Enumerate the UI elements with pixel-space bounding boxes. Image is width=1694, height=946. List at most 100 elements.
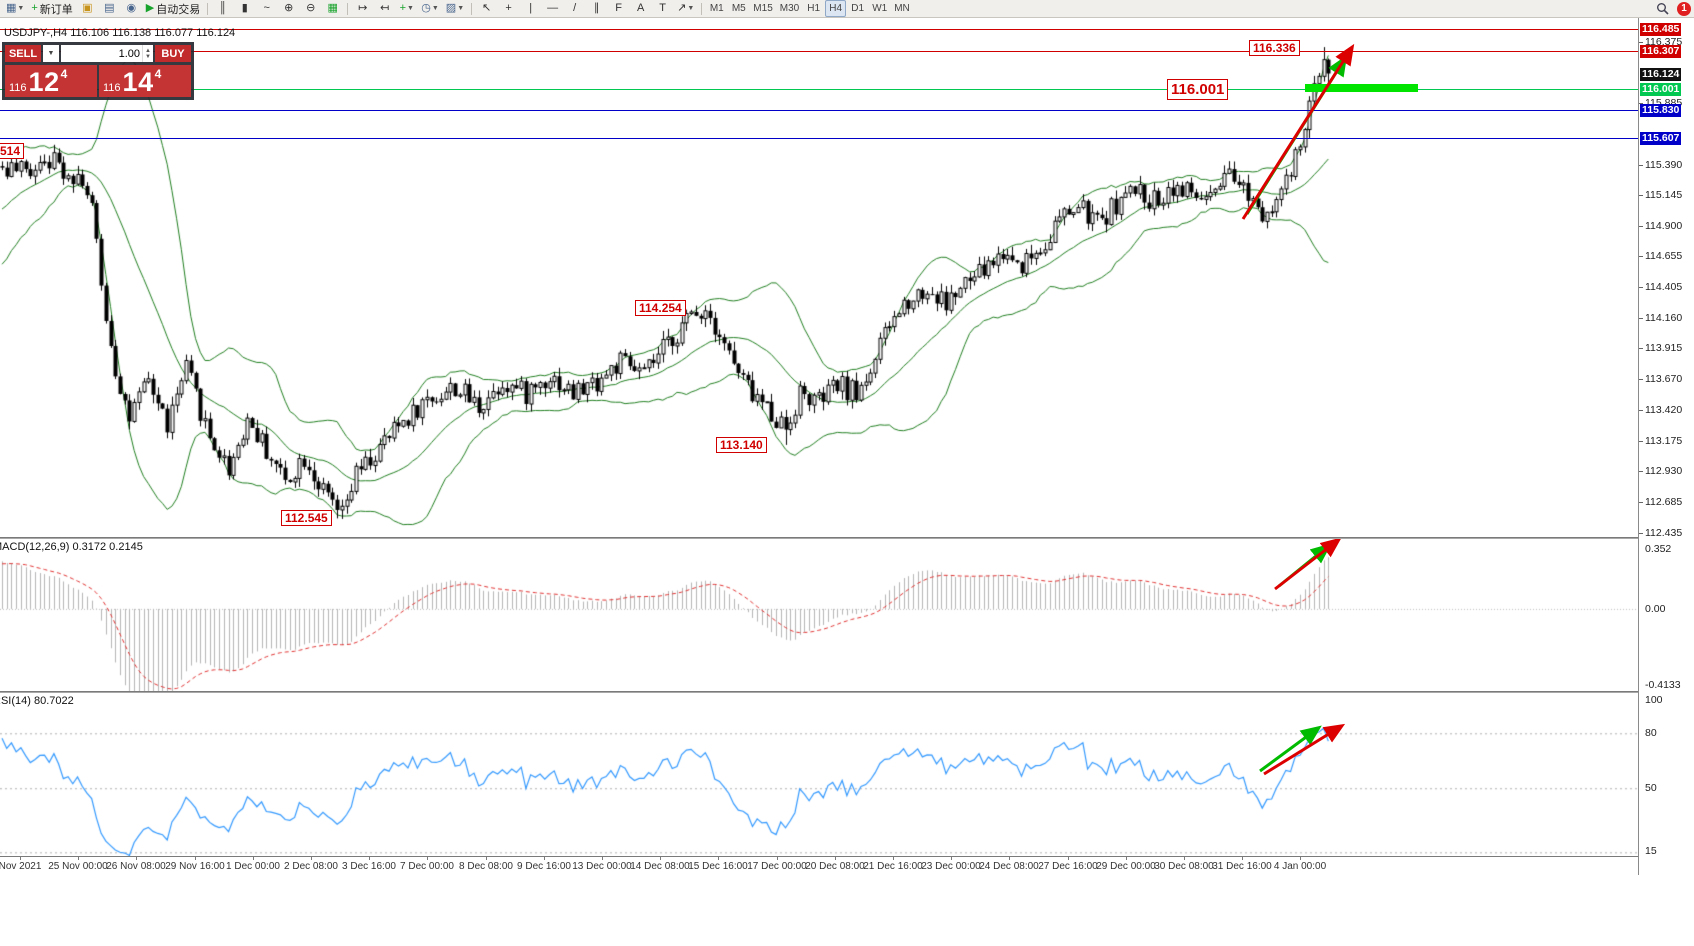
time-axis[interactable]: Nov 2021 25 Nov 00:00 26 Nov 08:00 29 Nov 1… [0,856,1638,876]
line-chart-icon[interactable]: ~ [256,0,277,17]
price-callout-label[interactable]: 116.001 [1167,79,1229,100]
new-chart-icon: ▦ [6,2,17,14]
price-tick-label: 114.160 [1645,312,1683,324]
rsi-canvas[interactable] [0,693,1638,856]
time-tick-mark [602,857,603,860]
text-icon[interactable]: A [630,0,651,17]
volume-input[interactable] [61,45,143,62]
rsi-scale-label: 50 [1645,782,1657,794]
price-tick-label: 112.435 [1645,527,1683,539]
order-type-dropdown[interactable]: ▼ [43,45,59,62]
tile-windows-icon[interactable]: ▦ [322,0,343,17]
bid-big-digits: 12 [28,67,60,97]
autotrading-button-label: 自动交易 [156,3,201,16]
horizontal-line-icon[interactable]: — [542,0,563,17]
candlestick-chart-icon[interactable]: ▮ [234,0,255,17]
vertical-line-icon[interactable]: | [520,0,541,17]
price-callout-label[interactable]: 114.254 [635,300,686,316]
text-label-icon[interactable]: T [652,0,673,17]
price-callout-label[interactable]: 116.336 [1249,40,1300,56]
panel-separator[interactable] [0,691,1694,693]
chevron-down-icon: ▼ [17,5,25,12]
scale-tick-mark [1639,103,1643,104]
navigator-icon[interactable]: ◉ [121,0,142,17]
time-tick-label: 29 Dec 00:00 [1096,861,1156,872]
rsi-scale-label: 15 [1645,845,1657,857]
price-callout-label[interactable]: 113.140 [716,437,767,453]
panel-separator[interactable] [0,537,1694,539]
time-tick-label: 20 Dec 08:00 [805,861,865,872]
macd-scale-label: 0.00 [1645,603,1666,615]
bar-chart-icon[interactable]: ║ [212,0,233,17]
notification-badge[interactable]: 1 [1677,1,1691,16]
price-callout-label[interactable]: 112.545 [281,510,332,526]
tf-mn-button[interactable]: MN [891,0,913,17]
time-axis-line [0,856,1638,857]
trendline-icon[interactable]: / [564,0,585,17]
ask-price[interactable]: 116 14 4 [99,65,191,97]
buy-button[interactable]: BUY [155,45,191,62]
macd-panel[interactable]: MACD(12,26,9) 0.3172 0.2145 [0,539,1638,691]
indicators-button[interactable]: + ▼ [396,0,417,17]
trendline-icon: / [573,2,577,14]
volume-stepper[interactable]: ▲ ▼ [142,45,153,62]
data-window-icon[interactable]: ▤ [99,0,120,17]
price-marker-box: 115.607 [1640,132,1682,145]
horizontal-level-line[interactable] [0,138,1638,139]
horizontal-level-line[interactable] [0,51,1638,52]
candlestick-chart-canvas[interactable] [0,18,1638,537]
tf-h1-button[interactable]: H1 [803,0,824,17]
cursor-icon[interactable]: ↖ [476,0,497,17]
price-tick-label: 115.390 [1645,159,1683,171]
time-tick-label: 1 Dec 00:00 [226,861,280,872]
price-marker-box: 115.830 [1640,104,1682,117]
sell-button[interactable]: SELL [5,45,41,62]
price-callout-label[interactable]: 514 [0,143,25,159]
tile-windows-icon: ▦ [327,2,338,14]
bid-price[interactable]: 116 12 4 [5,65,97,97]
tf-d1-button[interactable]: D1 [847,0,868,17]
chart-shift-icon[interactable]: ↤ [374,0,395,17]
scale-tick-mark [1639,410,1643,411]
time-tick-label: Nov 2021 [0,861,42,872]
zoom-in-icon[interactable]: ⊕ [278,0,299,17]
channel-icon[interactable]: ∥ [586,0,607,17]
horizontal-level-line[interactable] [0,29,1638,30]
tf-h4-button[interactable]: H4 [825,0,847,17]
market-watch-icon[interactable]: ▣ [77,0,98,17]
price-scale[interactable]: 116.375 115.885 115.390 115.145 114.900 114.6… [1638,18,1694,875]
horizontal-level-line[interactable] [0,89,1638,90]
arrows-tool-icon[interactable]: ↗ ▼ [674,0,697,17]
scale-tick-mark [1639,318,1643,319]
new-order-button[interactable]: + 新订单 [28,0,75,17]
time-tick-label: 4 Jan 00:00 [1273,861,1327,872]
main-chart-panel[interactable]: USDJPY-,H4 116.106 116.138 116.077 116.1… [0,18,1638,537]
zoom-out-icon[interactable]: ⊖ [300,0,321,17]
chevron-down-icon: ▼ [687,5,695,12]
time-tick-mark [253,857,254,860]
templates-button[interactable]: ▨ ▼ [443,0,467,17]
rsi-panel[interactable]: RSI(14) 80.7022 [0,693,1638,856]
stepper-down-icon: ▼ [145,53,151,60]
price-tick-label: 113.670 [1645,373,1683,385]
tf-m30-button[interactable]: M30 [777,0,802,17]
crosshair-icon[interactable]: + [498,0,519,17]
fibonacci-icon[interactable]: F [608,0,629,17]
search-icon[interactable] [1652,0,1673,17]
tf-m15-button[interactable]: M15 [750,0,775,17]
tf-m5-button[interactable]: M5 [728,0,749,17]
macd-canvas[interactable] [0,539,1638,691]
auto-scroll-icon: ↦ [358,2,368,14]
tf-w1-button[interactable]: W1 [869,0,890,17]
tf-m1-button[interactable]: M1 [706,0,727,17]
horizontal-level-line[interactable] [0,110,1638,111]
cursor-icon: ↖ [482,2,492,14]
new-chart-icon[interactable]: ▦ ▼ [3,0,27,17]
green-highlight-bar[interactable] [1305,84,1418,92]
time-tick-mark [1068,857,1069,860]
auto-scroll-icon[interactable]: ↦ [352,0,373,17]
periods-button: ◷ [421,2,431,14]
periods-button[interactable]: ◷ ▼ [418,0,442,17]
autotrading-button[interactable]: ▶ 自动交易 [143,0,203,17]
scale-tick-mark [1639,379,1643,380]
